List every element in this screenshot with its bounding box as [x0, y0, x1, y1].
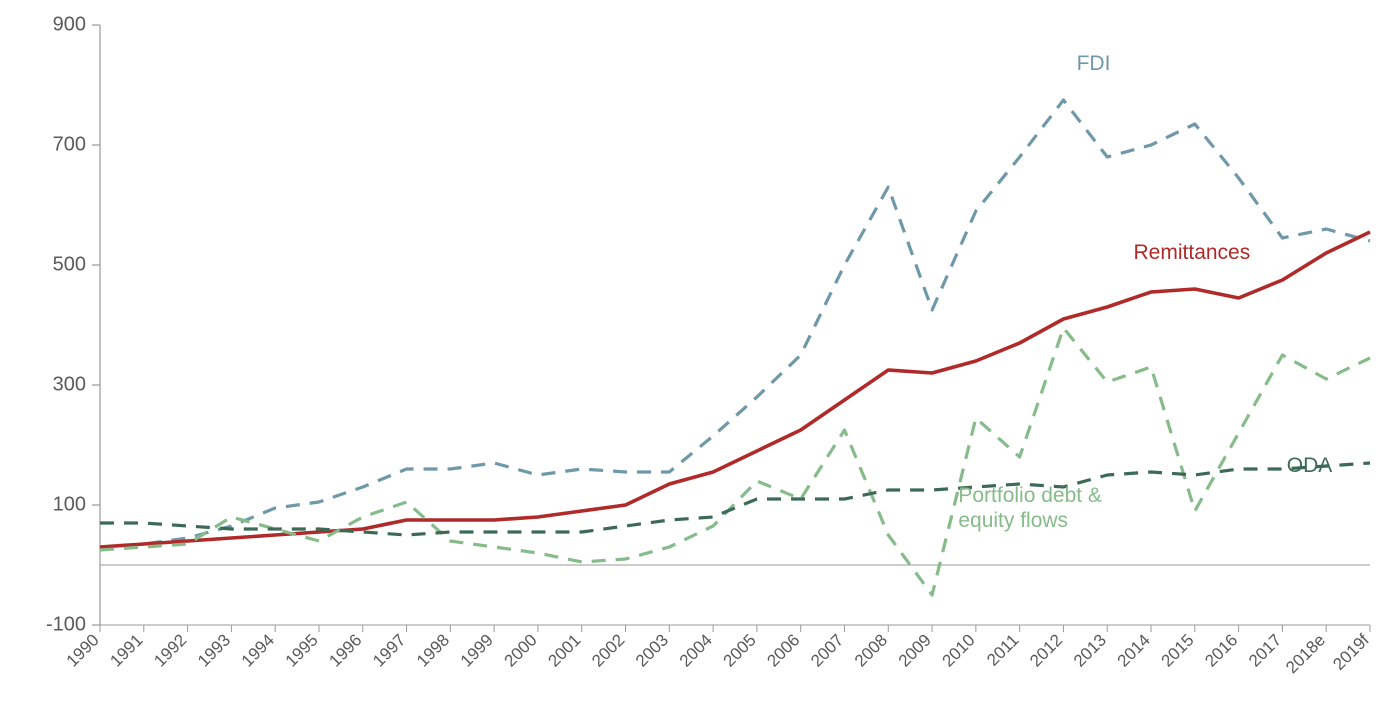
series-label-oda: ODA [1287, 454, 1333, 477]
y-tick-label: 100 [53, 493, 86, 515]
y-tick-label: 500 [53, 253, 86, 275]
series-label-remittances: Remittances [1134, 241, 1251, 264]
chart-bg [0, 0, 1400, 718]
line-chart: -100 100 300 500 700 900 FDI Remittances Portfol… [0, 0, 1400, 718]
y-tick-label: -100 [46, 613, 86, 635]
y-tick-label: 900 [53, 13, 86, 35]
series-label-portfolio: Portfolio debt & [958, 484, 1102, 507]
y-tick-label: 700 [53, 133, 86, 155]
y-tick-label: 300 [53, 373, 86, 395]
series-label-portfolio-line2: equity flows [958, 509, 1068, 532]
series-label-fdi: FDI [1077, 52, 1111, 75]
chart-svg: -100 100 300 500 700 900 FDI Remittances Portfol… [0, 0, 1400, 718]
